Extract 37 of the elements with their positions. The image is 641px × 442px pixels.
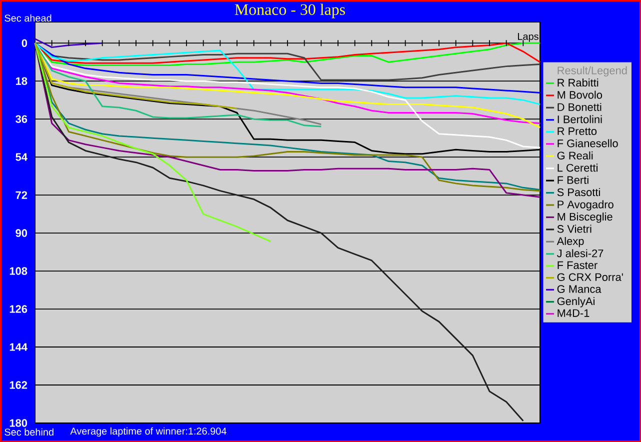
legend-label: M Bovolo [558, 90, 602, 99]
y-tick-label: 0 [22, 39, 28, 47]
legend-label: S Vietri [557, 224, 592, 233]
legend-label: P Avogadro [558, 200, 614, 211]
legend-label: G Manca [557, 285, 602, 293]
legend-title: Result/Legend [558, 66, 627, 76]
legend-label: G Reali [557, 151, 593, 160]
legend-label: M4D-1 [558, 309, 590, 317]
legend-label: F Berti [558, 176, 588, 184]
legend-label: F Faster [558, 261, 598, 270]
text: Average laptime of winner:1:26.904 [70, 427, 226, 437]
legend-label: G CRX Porra' [557, 273, 623, 281]
y-tick-label: 126 [10, 305, 28, 313]
y-tick-label: 18 [16, 77, 28, 85]
legend-label: L Ceretti [558, 164, 598, 172]
legend-label: GenlyAi [557, 297, 594, 308]
text: Sec behind [4, 428, 54, 436]
legend-label: F Gianesello [558, 139, 618, 148]
legend-label: Alexp [556, 236, 584, 248]
y-tick-label: 180 [10, 419, 28, 427]
legend-label: M Bisceglie [558, 212, 612, 223]
y-tick-label: 90 [16, 229, 28, 237]
legend-label: I Bertolini [558, 115, 602, 124]
legend-label: R Pretto [558, 127, 597, 136]
y-tick-label: 108 [10, 267, 28, 275]
legend-label: R Rabitti [558, 78, 598, 87]
legend-label: S Pasotti [557, 188, 600, 196]
chart-title: Monaco - 30 laps [234, 4, 345, 18]
legend-label: D Bonetti [558, 102, 602, 111]
y-axis-title: Sec ahead [4, 14, 52, 22]
legend-label: J alesi-27 [556, 249, 604, 258]
y-tick-label: 54 [16, 153, 28, 161]
y-tick-label: 144 [10, 343, 28, 351]
x-axis-title: Laps [518, 32, 538, 42]
y-tick-label: 162 [10, 381, 28, 389]
y-tick-label: 72 [16, 191, 28, 199]
y-tick-label: 36 [16, 115, 28, 123]
